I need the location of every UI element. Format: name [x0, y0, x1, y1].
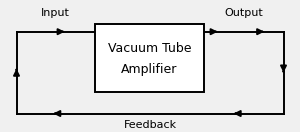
Text: Output: Output: [224, 8, 263, 18]
Bar: [94, 24, 204, 92]
Text: Feedback: Feedback: [123, 120, 177, 130]
Text: Input: Input: [41, 8, 70, 18]
Text: Amplifier: Amplifier: [121, 63, 177, 76]
Text: Vacuum Tube: Vacuum Tube: [107, 42, 191, 55]
